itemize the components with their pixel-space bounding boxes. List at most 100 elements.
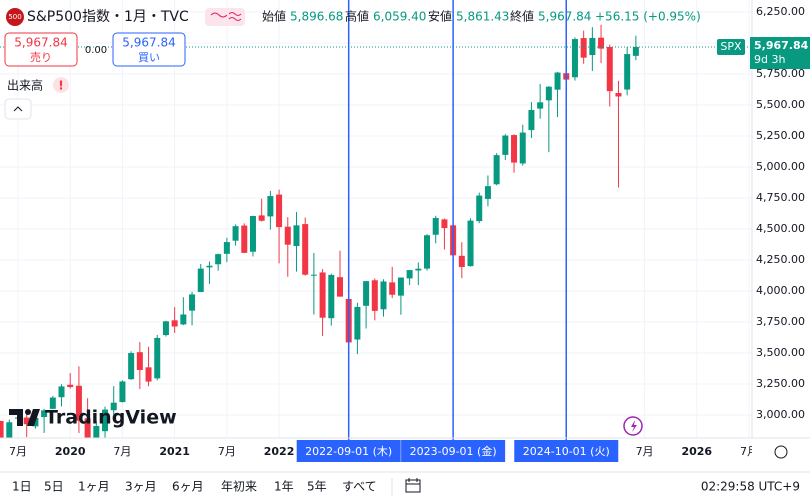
- candle-body: [415, 268, 422, 271]
- candle-body: [293, 225, 300, 247]
- candle-body: [458, 255, 465, 267]
- range-button[interactable]: 6ヶ月: [172, 480, 204, 494]
- sell-price: 5,967.84: [14, 36, 67, 50]
- ohlc-value: 5,967.84: [538, 10, 591, 24]
- candle-body: [528, 109, 535, 131]
- sell-button[interactable]: [4, 32, 78, 67]
- candle-body: [119, 381, 126, 403]
- symbol-logo-text: 500: [8, 13, 21, 21]
- candle-body: [180, 314, 187, 325]
- candle-body: [389, 282, 396, 295]
- marker-label: 2022-09-01 (木): [305, 445, 392, 458]
- symbol-tag: [717, 39, 745, 56]
- candle-body: [571, 39, 578, 78]
- candle-body: [84, 418, 91, 438]
- y-tick-label: 3,500.00: [756, 346, 805, 359]
- x-tick-label: 2026: [681, 445, 712, 458]
- range-button[interactable]: 1年: [274, 480, 294, 494]
- candle-body: [580, 38, 587, 58]
- candle-body: [249, 216, 256, 252]
- candle-body: [197, 268, 204, 293]
- candle-body: [75, 385, 82, 421]
- candle-body: [554, 72, 561, 90]
- candle-body: [232, 226, 239, 241]
- ohlc-value: 5,861.43: [456, 10, 509, 24]
- collapse-button[interactable]: [4, 98, 32, 120]
- candle-body: [511, 135, 518, 163]
- x-tick-label: 2022: [264, 445, 295, 458]
- x-tick-label: 7月: [113, 445, 131, 458]
- ohlc-value: 6,059.40: [373, 10, 426, 24]
- y-tick-label: 3,750.00: [756, 315, 805, 328]
- buy-button[interactable]: [112, 32, 186, 67]
- compare-icon-glyph: [210, 12, 242, 21]
- x-tick-label: 7月: [636, 445, 654, 458]
- candle-body: [615, 93, 622, 97]
- y-tick-label: 5,750.00: [756, 67, 805, 80]
- candle-body: [145, 367, 152, 382]
- candle-body: [189, 294, 196, 311]
- volume-alert-bg: [53, 77, 69, 93]
- clock: 02:29:58 UTC+9: [701, 480, 800, 494]
- symbol-logo: [6, 8, 24, 26]
- candle-body: [223, 242, 230, 254]
- candle-body: [171, 320, 178, 327]
- candle-body: [67, 384, 74, 388]
- candle-body: [206, 265, 213, 268]
- candle-body: [0, 421, 4, 438]
- settings-icon[interactable]: [774, 445, 788, 459]
- candle-body: [354, 306, 361, 340]
- x-tick-label: 2021: [159, 445, 190, 458]
- y-tick-label: 3,000.00: [756, 408, 805, 421]
- candle-body: [467, 220, 474, 267]
- marker-label-box: [401, 440, 506, 462]
- volume-label: 出来高: [7, 78, 43, 93]
- marker-label: 2024-10-01 (火): [523, 445, 610, 458]
- candle-body: [502, 135, 509, 155]
- candle-body: [589, 37, 596, 56]
- range-button[interactable]: 5年: [307, 480, 327, 494]
- marker-label-box: [296, 440, 401, 462]
- candle-body: [328, 274, 335, 319]
- range-button[interactable]: 1日: [12, 480, 32, 494]
- candle-body: [102, 409, 109, 432]
- brand-dot: [25, 409, 31, 415]
- y-tick-label: 4,000.00: [756, 284, 805, 297]
- candle-body: [319, 272, 326, 318]
- candle-body: [302, 224, 309, 275]
- candle-body: [284, 226, 291, 245]
- y-tick-label: 4,500.00: [756, 222, 805, 235]
- spread: 0.00: [85, 45, 107, 56]
- candle-body: [441, 219, 448, 229]
- x-tick-label: 7月: [740, 445, 758, 458]
- candle-body: [241, 225, 248, 253]
- ohlc-label: 始値: [262, 9, 286, 24]
- brand-name: TradingView: [45, 407, 177, 429]
- range-button[interactable]: 5日: [44, 480, 64, 494]
- candle-body: [23, 417, 30, 425]
- price-tag: [750, 37, 810, 70]
- candle-body: [537, 102, 544, 109]
- marker-label: 2023-09-01 (金): [410, 444, 497, 458]
- candle-body: [154, 337, 161, 379]
- range-button[interactable]: 3ヶ月: [125, 480, 157, 494]
- candle-body: [128, 353, 135, 380]
- candle-body: [258, 215, 265, 221]
- y-tick-label: 6,250.00: [756, 5, 805, 18]
- range-button[interactable]: 1ヶ月: [78, 480, 110, 494]
- candle-body: [49, 397, 56, 409]
- candle-body: [380, 281, 387, 310]
- range-button[interactable]: すべて: [342, 480, 377, 494]
- range-button[interactable]: 年初来: [221, 480, 257, 494]
- candle-body: [424, 235, 431, 269]
- x-tick-label: 2020: [55, 445, 86, 458]
- candle-body: [598, 37, 605, 49]
- candle-body: [215, 254, 222, 265]
- candle-body: [267, 196, 274, 217]
- sell-label: 売り: [30, 51, 52, 64]
- candle-body: [624, 54, 631, 90]
- candle-body: [6, 422, 13, 438]
- x-tick-label: 7月: [9, 445, 27, 458]
- goto-date-icon[interactable]: [405, 478, 421, 493]
